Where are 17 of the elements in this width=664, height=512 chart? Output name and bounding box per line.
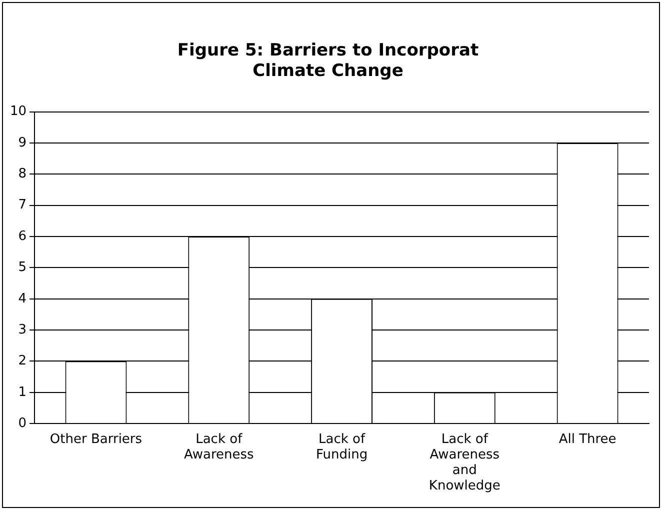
y-tick-label: 1 (18, 384, 27, 400)
x-tick-label: Other Barriers (50, 432, 142, 447)
y-tick-label: 0 (18, 416, 27, 431)
y-tick-label: 10 (10, 104, 27, 120)
y-tick-label: 9 (18, 135, 27, 150)
x-tick-label: Lack of Funding (316, 432, 368, 462)
y-tick-label: 5 (18, 260, 27, 276)
x-tick-label: Lack of Awareness (184, 432, 254, 462)
y-tick-label: 7 (18, 198, 27, 213)
x-tick-label: All Three (558, 432, 616, 447)
y-tick-label: 6 (18, 228, 27, 244)
y-tick-label: 4 (18, 291, 27, 306)
y-tick-label: 8 (18, 166, 27, 182)
y-tick-label: 2 (18, 354, 27, 369)
chart-title: Figure 5: Barriers to Incorporat Climate Change (177, 40, 479, 82)
y-tick-label: 3 (18, 322, 27, 338)
x-tick-label: Lack of Awareness and Knowledge (428, 432, 500, 494)
